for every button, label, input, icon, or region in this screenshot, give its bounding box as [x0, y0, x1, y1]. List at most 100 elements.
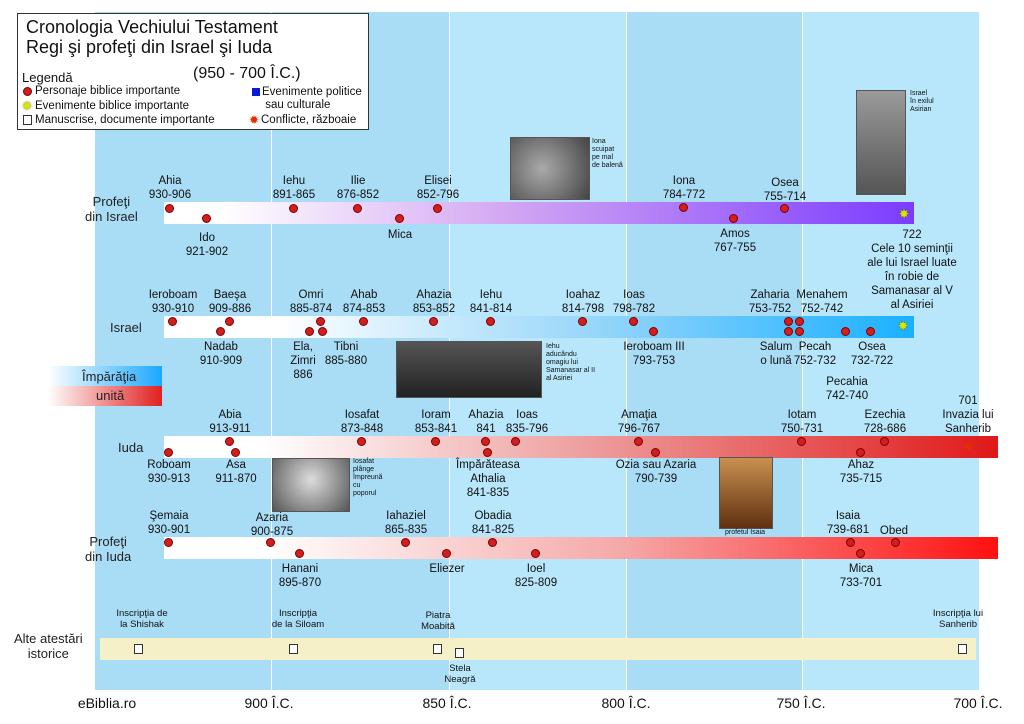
prophet-israel-iona: Iona 784-772	[662, 175, 706, 201]
character-dot	[679, 203, 688, 212]
iosafat-image	[272, 458, 350, 512]
title-line-3: (950 - 700 Î.C.)	[193, 65, 301, 82]
band-prophets-israel	[164, 202, 914, 224]
king-iuda-ioas: Ioas 835-796	[505, 409, 549, 435]
character-dot	[289, 204, 298, 213]
united-kingdom-lower	[48, 386, 162, 406]
character-dot	[357, 437, 366, 446]
king-iuda-ahaz: Ahaz 735-715	[839, 459, 883, 485]
gridline-800	[626, 12, 627, 690]
israel-exile-event: 722 Cele 10 seminţii ale lui Israel luat…	[867, 229, 957, 311]
prophet-iuda-semaia: Şemaia 930-901	[147, 510, 191, 536]
king-iuda-amatia: Amaţia 796-767	[617, 409, 661, 435]
king-israel-ela-zimri: Ela, Zimri 886	[290, 341, 316, 381]
iehu-image	[396, 341, 542, 398]
gridline-700	[979, 12, 980, 690]
character-dot	[795, 317, 804, 326]
axis-label-700: 700 Î.C.	[953, 695, 1003, 711]
character-dot	[784, 327, 793, 336]
character-dot	[433, 204, 442, 213]
character-dot	[164, 448, 173, 457]
band-prophets-iuda	[164, 537, 998, 559]
prophet-iuda-obed: Obed	[879, 525, 909, 537]
king-iuda-iotam: Iotam 750-731	[780, 409, 824, 435]
king-israel-omri: Omri 885-874	[289, 289, 333, 315]
prophet-iuda-azaria: Azaria 900-875	[250, 512, 294, 538]
king-israel-ahazia: Ahazia 853-852	[412, 289, 456, 315]
document-icon	[455, 648, 464, 658]
red-dot-icon	[23, 87, 32, 96]
attestation-black-obelisk: Stela Neagră	[444, 663, 476, 685]
king-israel-ahab: Ahab 874-853	[342, 289, 386, 315]
document-icon	[958, 644, 967, 654]
document-icon	[289, 644, 298, 654]
character-dot	[846, 538, 855, 547]
character-dot	[511, 437, 520, 446]
iona-caption: Iona scuipat pe mal de balenă	[592, 138, 623, 169]
character-dot	[880, 437, 889, 446]
character-dot	[295, 549, 304, 558]
iuda-invasion-event: 701 Invazia lui Sanherib	[942, 395, 994, 435]
title-line-2: Regi şi profeţi din Israel şi Iuda	[26, 37, 273, 57]
prophet-iuda-mica: Mica 733-701	[839, 563, 883, 589]
character-dot	[202, 214, 211, 223]
prophet-iuda-obadia: Obadia 841-825	[471, 510, 515, 536]
king-israel-baesa: Baeşa 909-886	[208, 289, 252, 315]
character-dot	[531, 549, 540, 558]
legend-item-characters: Personaje biblice importante	[35, 85, 181, 97]
character-dot	[225, 437, 234, 446]
prophet-israel-elisei: Elisei 852-796	[416, 175, 460, 201]
character-dot	[165, 204, 174, 213]
attestation-siloam: Inscripţia de la Siloam	[271, 608, 325, 630]
legend-item-conflicts: Conflicte, războaie	[261, 114, 357, 126]
king-israel-ieroboam-iii: Ieroboam III 793-753	[623, 341, 685, 367]
axis-label-800: 800 Î.C.	[601, 695, 651, 711]
axis-label-900: 900 Î.C.	[244, 695, 294, 711]
king-iuda-athalia: Împărăteasa Athalia 841-835	[456, 459, 520, 499]
character-dot	[318, 327, 327, 336]
band-iuda	[164, 436, 998, 458]
king-iuda-roboam: Roboam 930-913	[147, 459, 191, 485]
prophet-iuda-isaia: Isaia 739-681	[826, 510, 870, 536]
prophet-iuda-iahaziel: Iahaziel 865-835	[384, 510, 428, 536]
united-kingdom-line-1: Împărăţia	[82, 369, 137, 384]
king-israel-ieroboam: Ieroboam 930-910	[148, 289, 198, 315]
character-dot	[316, 317, 325, 326]
character-dot	[266, 538, 275, 547]
band-other	[100, 638, 976, 660]
character-dot	[729, 214, 738, 223]
prophet-iuda-hanani: Hanani 895-870	[278, 563, 322, 589]
prophet-israel-amos: Amos 767-755	[713, 228, 757, 254]
row-title-iuda: Iuda	[118, 440, 144, 455]
united-kingdom-line-2: unită	[96, 388, 125, 403]
prophet-israel-mica: Mica	[387, 229, 413, 241]
attestation-sanherib: Inscripţia lui Sanherib	[932, 608, 984, 630]
character-dot	[483, 448, 492, 457]
conflict-fire-icon: ✹	[963, 440, 975, 454]
israel-exile-image	[856, 90, 906, 195]
character-dot	[225, 317, 234, 326]
character-dot	[629, 317, 638, 326]
event-star-icon: ✸	[898, 207, 910, 221]
prophet-israel-iehu: Iehu 891-865	[272, 175, 316, 201]
legend-box: Cronologia Vechiului Testament Regi şi p…	[17, 13, 369, 130]
united-kingdom-marker: Împărăţia unită	[48, 366, 162, 406]
king-iuda-abia: Abia 913-911	[209, 409, 251, 435]
legend-item-manuscripts: Manuscrise, documente importante	[35, 114, 215, 126]
star-icon: ✸	[21, 99, 33, 113]
character-dot	[784, 317, 793, 326]
blue-square-icon	[252, 88, 260, 96]
document-icon	[134, 644, 143, 654]
gridline-900	[271, 12, 272, 690]
isaia-image	[719, 457, 773, 529]
character-dot	[216, 327, 225, 336]
king-israel-zaharia: Zaharia 753-752	[748, 289, 792, 315]
character-dot	[481, 437, 490, 446]
character-dot	[442, 549, 451, 558]
iosafat-caption: Iosafat plânge împreună cu poporul	[353, 458, 383, 497]
legend-item-political: Evenimente politice sau culturale	[262, 86, 362, 111]
character-dot	[856, 549, 865, 558]
character-dot	[359, 317, 368, 326]
character-dot	[395, 214, 404, 223]
